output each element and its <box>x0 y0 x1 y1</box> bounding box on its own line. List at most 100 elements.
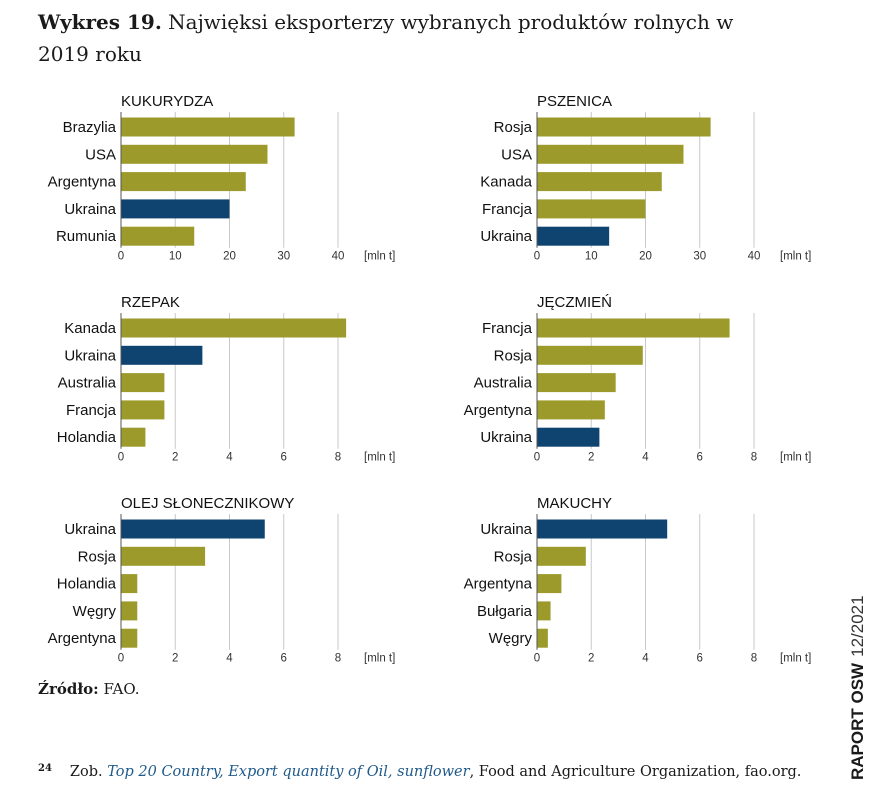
footnote-suffix: , Food and Agriculture Organization, fao… <box>469 764 802 780</box>
tick-label: 4 <box>642 452 649 464</box>
footnote-link[interactable]: Top 20 Country, Export quantity of Oil, … <box>107 764 470 780</box>
category-label: Ukraina <box>480 429 532 446</box>
unit-label: [mln t] <box>780 653 811 665</box>
category-label: Argentyna <box>48 174 117 191</box>
category-label: Argentyna <box>464 402 533 419</box>
tick-label: 8 <box>335 653 341 665</box>
unit-label: [mln t] <box>780 452 811 464</box>
footnote: 24 Zob. Top 20 Country, Export quantity o… <box>38 763 838 780</box>
unit-label: [mln t] <box>364 452 395 464</box>
bar <box>537 519 668 539</box>
category-label: USA <box>85 146 116 163</box>
bar <box>121 628 138 648</box>
bar <box>121 172 246 192</box>
category-label: Kanada <box>64 320 116 337</box>
tick-label: 2 <box>588 653 594 665</box>
tick-label: 0 <box>118 653 124 665</box>
category-label: Ukraina <box>64 521 116 538</box>
tick-label: 0 <box>118 452 124 464</box>
bar <box>121 400 165 420</box>
bar <box>121 519 265 539</box>
figure-title-text: Najwięksi eksporterzy wybranych produktó… <box>38 10 734 66</box>
panel-title: JĘCZMIEŃ <box>537 294 612 311</box>
tick-label: 8 <box>751 653 757 665</box>
tick-label: 6 <box>697 653 703 665</box>
panel-title: RZEPAK <box>121 294 180 311</box>
tick-label: 6 <box>281 653 287 665</box>
category-label: Argentyna <box>48 630 117 647</box>
bar <box>121 318 347 338</box>
bar <box>537 427 600 447</box>
category-label: Francja <box>482 201 533 218</box>
source-note: Źródło: FAO. <box>38 680 140 698</box>
panel-title: MAKUCHY <box>537 495 612 512</box>
chart-3: RZEPAK Kanada Ukraina Australia Francja Holan… <box>57 294 396 464</box>
tick-label: 20 <box>639 251 652 263</box>
tick-label: 0 <box>534 653 540 665</box>
category-label: Rumunia <box>56 228 117 245</box>
category-label: Węgry <box>73 603 117 620</box>
bar <box>121 117 295 137</box>
bar <box>537 574 562 594</box>
tick-label: 4 <box>226 653 233 665</box>
bar <box>537 199 646 219</box>
bar <box>121 226 195 246</box>
category-label: Australia <box>474 375 533 392</box>
bar <box>537 226 610 246</box>
category-label: Australia <box>58 375 117 392</box>
bar <box>537 172 662 192</box>
bar <box>537 345 643 365</box>
bar <box>121 144 268 164</box>
source-label: Źródło: <box>38 680 99 698</box>
bar <box>537 400 605 420</box>
category-label: Rosja <box>78 548 117 565</box>
category-label: Węgry <box>489 630 533 647</box>
category-label: Francja <box>66 402 117 419</box>
panel-title: PSZENICA <box>537 93 612 110</box>
source-text: FAO. <box>103 680 140 698</box>
category-label: Rosja <box>494 119 533 136</box>
bar <box>121 601 138 621</box>
footnote-prefix: Zob. <box>69 764 103 780</box>
bar <box>537 373 616 393</box>
tick-label: 2 <box>172 653 178 665</box>
tick-label: 30 <box>277 251 290 263</box>
tick-label: 4 <box>226 452 233 464</box>
tick-label: 8 <box>335 452 341 464</box>
bar <box>121 427 146 447</box>
tick-label: 0 <box>118 251 124 263</box>
unit-label: [mln t] <box>364 251 395 263</box>
tick-label: 2 <box>172 452 178 464</box>
figure-label: Wykres 19. <box>38 10 162 34</box>
panel-title: KUKURYDZA <box>121 93 213 110</box>
tick-label: 2 <box>588 452 594 464</box>
side-label: RAPORT OSW 12/2021 <box>848 595 868 780</box>
bar <box>537 628 548 648</box>
bar <box>121 373 165 393</box>
bar <box>121 199 230 219</box>
tick-label: 6 <box>281 452 287 464</box>
unit-label: [mln t] <box>364 653 395 665</box>
tick-label: 20 <box>223 251 236 263</box>
category-label: Bułgaria <box>477 603 533 620</box>
tick-label: 8 <box>751 452 757 464</box>
tick-label: 0 <box>534 452 540 464</box>
tick-label: 10 <box>169 251 182 263</box>
bar <box>121 574 138 594</box>
tick-label: 40 <box>332 251 345 263</box>
tick-label: 4 <box>642 653 649 665</box>
chart-title: Wykres 19. Najwięksi eksporterzy wybrany… <box>38 6 758 70</box>
category-label: Rosja <box>494 548 533 565</box>
bar <box>537 601 551 621</box>
bar <box>537 318 730 338</box>
bar <box>537 546 586 566</box>
category-label: Kanada <box>480 174 532 191</box>
chart-5: OLEJ SŁONECZNIKOWY Ukraina Rosja Holandia Wę… <box>48 495 396 665</box>
category-label: Ukraina <box>480 228 532 245</box>
bar <box>537 117 711 137</box>
side-label-bold: RAPORT OSW <box>848 662 867 780</box>
